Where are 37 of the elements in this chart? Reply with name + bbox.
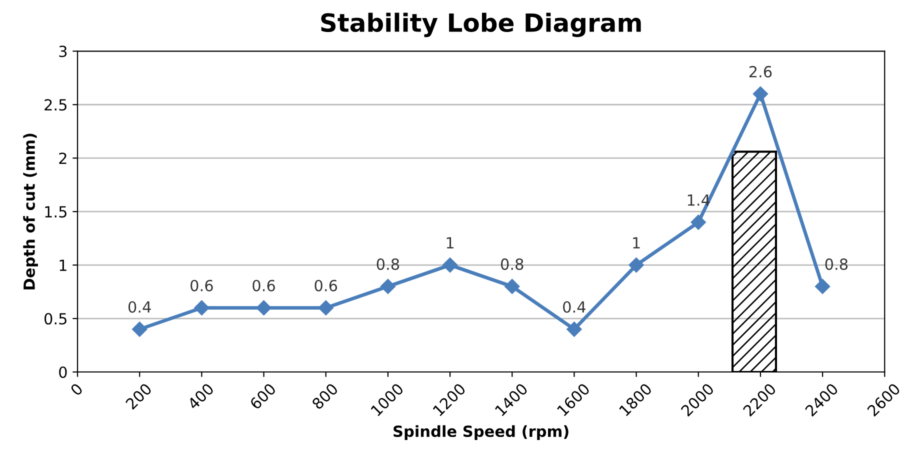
y-tick-label: 0	[59, 366, 67, 378]
point	[132, 322, 148, 337]
y-tick-label: 1	[60, 260, 66, 271]
data-label: 0.6	[190, 280, 213, 292]
y-axis-title: Depth of cut (mm)	[23, 134, 38, 290]
data-label: 1	[633, 237, 640, 248]
data-label: 0.8	[500, 258, 524, 270]
y-tick-label: 2.5	[44, 99, 66, 111]
data-label: 2.6	[749, 66, 772, 78]
y-tick-label: 2	[59, 152, 66, 164]
chart-title: Stability Lobe Diagram	[321, 12, 641, 38]
point	[380, 278, 396, 294]
data-label: 0.8	[825, 258, 848, 270]
point	[442, 257, 458, 273]
data-label: 0.4	[563, 301, 586, 313]
data-label: 0.6	[314, 280, 338, 292]
x-tick-label: 600	[249, 382, 277, 410]
y-tick-label: 0.5	[44, 312, 66, 325]
y-tick-label: 1.5	[45, 206, 66, 218]
data-label: 0.8	[376, 258, 400, 270]
data-label: 0.6	[252, 280, 275, 292]
x-tick-label: 400	[186, 382, 214, 410]
point	[566, 322, 582, 337]
point	[504, 278, 520, 294]
data-label: 1	[446, 237, 454, 248]
point	[814, 278, 830, 294]
point	[318, 300, 334, 316]
x-axis-title: Spindle Speed (rpm)	[394, 425, 568, 440]
point	[690, 214, 706, 230]
x-tick-label: 800	[311, 382, 339, 410]
y-tick-label: 3	[59, 46, 67, 58]
point	[194, 300, 210, 316]
point	[752, 86, 768, 102]
point	[628, 257, 644, 273]
point	[256, 300, 272, 316]
data-label: 0.4	[128, 301, 151, 313]
x-tick-label: 0	[70, 382, 84, 396]
